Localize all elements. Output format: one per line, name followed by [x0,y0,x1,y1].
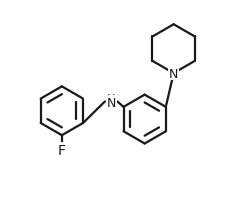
Text: H: H [107,93,116,103]
Text: F: F [58,143,66,157]
Text: N: N [169,67,178,80]
Text: N: N [107,97,116,109]
